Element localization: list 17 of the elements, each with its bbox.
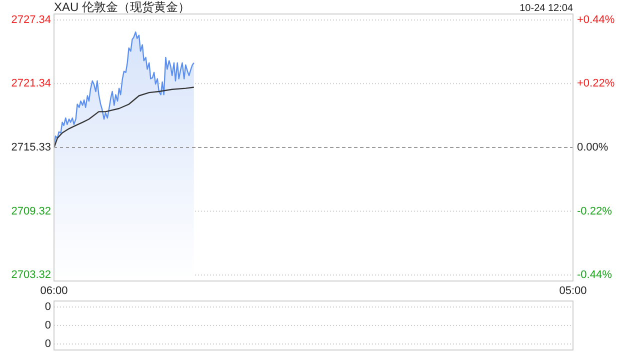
- y-tick-label: 2709.32: [11, 205, 51, 218]
- y2-tick-label: -0.44%: [577, 269, 612, 282]
- y2-tick-label: -0.22%: [577, 205, 612, 218]
- x-tick-label: 06:00: [40, 285, 68, 297]
- y-tick-label: 2727.34: [11, 14, 51, 26]
- y-tick-label: 2721.34: [11, 78, 51, 90]
- y-tick-label: 2715.33: [11, 141, 51, 154]
- y-tick-label: 2703.32: [11, 268, 51, 281]
- chart-title: XAU 伦敦金（现货黄金）: [54, 0, 190, 14]
- y2-tick-label: +0.44%: [577, 14, 615, 26]
- x-tick-label: 05:00: [559, 285, 587, 297]
- text: 10-24 12:04: [520, 3, 574, 14]
- text: 0: [44, 338, 51, 350]
- y2-tick-label: +0.22%: [577, 78, 615, 90]
- text: 0: [44, 301, 51, 313]
- y2-tick-label: 0.00%: [577, 142, 608, 154]
- text: 0: [44, 320, 51, 332]
